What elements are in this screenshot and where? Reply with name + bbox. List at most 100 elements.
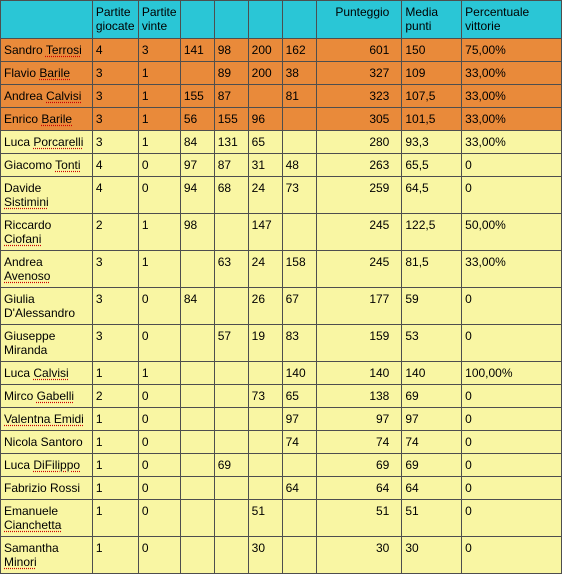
cell-partite-vinte: 0 [138, 154, 180, 177]
player-firstname: Luca [4, 366, 33, 380]
cell-partite-giocate: 1 [92, 500, 138, 537]
cell-player-name: Andrea Calvisi [1, 85, 93, 108]
header-media: Media punti [402, 1, 462, 39]
cell-partite-vinte: 1 [138, 108, 180, 131]
table-row: Luca Porcarelli31841316528093,333,00% [1, 131, 562, 154]
header-score1 [180, 1, 214, 39]
cell-score1: 98 [180, 214, 214, 251]
cell-partite-vinte: 0 [138, 500, 180, 537]
cell-score4: 74 [282, 431, 316, 454]
cell-partite-giocate: 3 [92, 131, 138, 154]
cell-score3: 24 [248, 177, 282, 214]
cell-percentuale: 33,00% [462, 131, 562, 154]
cell-score3: 200 [248, 39, 282, 62]
player-lastname: Avenoso [4, 269, 50, 283]
cell-partite-vinte: 0 [138, 408, 180, 431]
cell-partite-giocate: 3 [92, 251, 138, 288]
cell-media: 93,3 [402, 131, 462, 154]
table-row: Nicola Santoro107474740 [1, 431, 562, 454]
cell-media: 74 [402, 431, 462, 454]
cell-punteggio: 74 [316, 431, 402, 454]
cell-punteggio: 280 [316, 131, 402, 154]
cell-player-name: Giacomo Tonti [1, 154, 93, 177]
cell-player-name: Emanuele Cianchetta [1, 500, 93, 537]
player-lastname: Terrosi [46, 43, 82, 57]
cell-score4: 158 [282, 251, 316, 288]
cell-score1 [180, 62, 214, 85]
cell-punteggio: 138 [316, 385, 402, 408]
cell-percentuale: 33,00% [462, 251, 562, 288]
player-lastname: DiFilippo [33, 458, 80, 472]
cell-partite-vinte: 0 [138, 477, 180, 500]
cell-percentuale: 50,00% [462, 214, 562, 251]
cell-punteggio: 140 [316, 362, 402, 385]
cell-score1 [180, 362, 214, 385]
player-firstname: Riccardo [4, 218, 51, 232]
cell-score2: 89 [214, 62, 248, 85]
cell-partite-vinte: 1 [138, 62, 180, 85]
cell-player-name: Luca Porcarelli [1, 131, 93, 154]
cell-score2 [214, 362, 248, 385]
cell-score4 [282, 454, 316, 477]
player-lastname: Barile [39, 66, 70, 80]
table-row: Davide Sistimini409468247325964,50 [1, 177, 562, 214]
player-lastname: Ciofani [4, 232, 41, 246]
table-header-row: Partite giocate Partite vinte Punteggio … [1, 1, 562, 39]
cell-score4: 67 [282, 288, 316, 325]
header-score2 [214, 1, 248, 39]
table-row: Giulia D'Alessandro30842667177590 [1, 288, 562, 325]
cell-partite-giocate: 1 [92, 537, 138, 574]
cell-media: 107,5 [402, 85, 462, 108]
header-score3 [248, 1, 282, 39]
cell-percentuale: 0 [462, 431, 562, 454]
cell-punteggio: 327 [316, 62, 402, 85]
cell-score2: 87 [214, 85, 248, 108]
cell-score2 [214, 500, 248, 537]
cell-percentuale: 33,00% [462, 108, 562, 131]
cell-score3 [248, 362, 282, 385]
player-lastname: Sistimini [4, 195, 49, 209]
cell-score3: 96 [248, 108, 282, 131]
table-row: Samantha Minori103030300 [1, 537, 562, 574]
player-firstname: Mirco [4, 389, 37, 403]
cell-partite-vinte: 0 [138, 177, 180, 214]
cell-media: 101,5 [402, 108, 462, 131]
cell-punteggio: 64 [316, 477, 402, 500]
cell-punteggio: 323 [316, 85, 402, 108]
cell-media: 122,5 [402, 214, 462, 251]
player-firstname: Giuseppe Miranda [4, 329, 55, 357]
cell-partite-giocate: 4 [92, 39, 138, 62]
cell-media: 64,5 [402, 177, 462, 214]
cell-player-name: Nicola Santoro [1, 431, 93, 454]
cell-partite-giocate: 1 [92, 362, 138, 385]
cell-player-name: Luca DiFilippo [1, 454, 93, 477]
table-row: Valentna Emidi109797970 [1, 408, 562, 431]
cell-score4: 38 [282, 62, 316, 85]
cell-punteggio: 97 [316, 408, 402, 431]
cell-percentuale: 0 [462, 177, 562, 214]
cell-score4 [282, 214, 316, 251]
cell-media: 59 [402, 288, 462, 325]
cell-percentuale: 75,00% [462, 39, 562, 62]
cell-player-name: Giulia D'Alessandro [1, 288, 93, 325]
cell-punteggio: 30 [316, 537, 402, 574]
cell-percentuale: 33,00% [462, 85, 562, 108]
cell-partite-vinte: 3 [138, 39, 180, 62]
cell-score2 [214, 385, 248, 408]
player-firstname: Andrea [4, 255, 43, 269]
cell-score3 [248, 454, 282, 477]
table-row: Flavio Barile31892003832710933,00% [1, 62, 562, 85]
cell-partite-vinte: 0 [138, 454, 180, 477]
cell-percentuale: 0 [462, 385, 562, 408]
cell-percentuale: 0 [462, 325, 562, 362]
header-punteggio: Punteggio [316, 1, 402, 39]
cell-score3: 73 [248, 385, 282, 408]
cell-score4: 81 [282, 85, 316, 108]
cell-score1 [180, 477, 214, 500]
cell-score3: 26 [248, 288, 282, 325]
cell-score1: 84 [180, 131, 214, 154]
cell-punteggio: 159 [316, 325, 402, 362]
cell-partite-giocate: 1 [92, 431, 138, 454]
cell-media: 30 [402, 537, 462, 574]
cell-score2: 87 [214, 154, 248, 177]
